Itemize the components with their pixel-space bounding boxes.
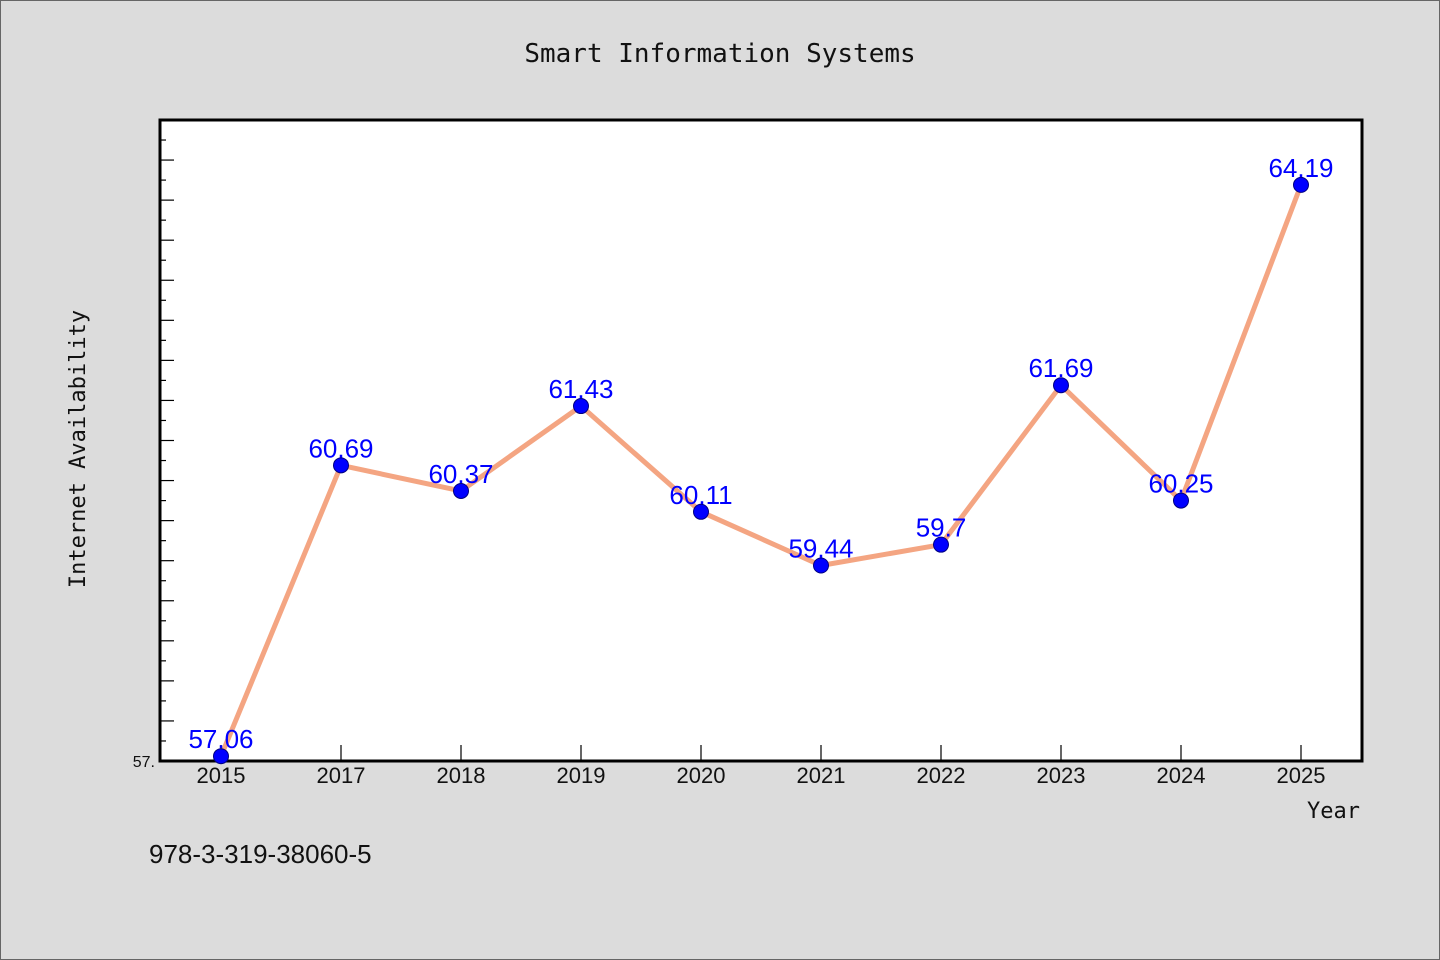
- data-label: 60.37: [428, 459, 493, 489]
- x-tick-label: 2015: [197, 763, 246, 788]
- x-tick-label: 2017: [317, 763, 366, 788]
- x-tick-label: 2021: [797, 763, 846, 788]
- y-axis-label: Internet Availability: [66, 310, 91, 588]
- data-label: 60.25: [1148, 469, 1213, 499]
- data-point: [693, 503, 709, 520]
- y-minor-ticks: [160, 139, 174, 742]
- plot-area: [158, 118, 1364, 763]
- x-tick-label: 2024: [1157, 763, 1206, 788]
- data-label: 61.43: [548, 374, 613, 404]
- data-point: [1293, 176, 1309, 193]
- x-tick-label: 2025: [1277, 763, 1326, 788]
- y-tick-labels: 57.: [133, 754, 155, 771]
- data-point: [1053, 377, 1069, 394]
- x-tick-label: 2023: [1037, 763, 1086, 788]
- data-point: [213, 748, 229, 765]
- x-tick-labels: 2015 2017 2018 2019 2020 2021 2022 2023 2024 2025: [197, 763, 1326, 788]
- x-tick-label: 2022: [917, 763, 966, 788]
- chart-title: Smart Information Systems: [524, 39, 915, 69]
- series-line: [218, 182, 1304, 759]
- data-point: [813, 557, 829, 574]
- x-axis-label: Year: [1307, 799, 1360, 824]
- data-point: [933, 536, 949, 553]
- x-tick-label: 2020: [677, 763, 726, 788]
- data-point: [1173, 492, 1189, 509]
- x-ticks: [220, 745, 1302, 761]
- data-point: [333, 457, 349, 474]
- data-markers: [213, 176, 1309, 765]
- data-point: [573, 398, 589, 415]
- data-label: 57.06: [188, 724, 253, 754]
- data-point: [453, 482, 469, 499]
- y-tick-label: 57.: [133, 754, 155, 771]
- data-label: 64.19: [1268, 153, 1333, 183]
- data-label: 61.69: [1028, 353, 1093, 383]
- data-label: 60.11: [669, 480, 732, 510]
- data-label: 59.7: [916, 513, 967, 543]
- data-label: 59.44: [788, 533, 853, 563]
- x-tick-label: 2018: [437, 763, 486, 788]
- data-label: 60.69: [308, 433, 373, 463]
- data-labels: 57.06 60.69 60.37 61.43 60.11 59.44 59.7 61.69 6…: [188, 153, 1333, 754]
- footer-code: 978-3-319-38060-5: [149, 839, 372, 869]
- x-tick-label: 2019: [557, 763, 606, 788]
